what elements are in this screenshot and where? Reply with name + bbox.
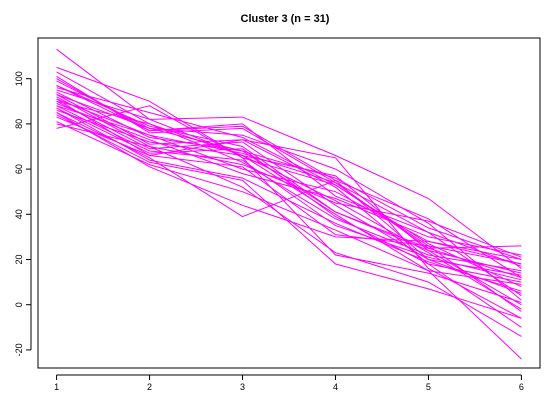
series-line-9 xyxy=(56,87,522,265)
x-tick-label: 1 xyxy=(54,382,59,392)
x-tick-label: 2 xyxy=(147,382,152,392)
y-tick-label: 80 xyxy=(14,119,24,129)
series-line-8 xyxy=(56,85,522,249)
series-line-2 xyxy=(56,66,522,288)
series-line-19 xyxy=(56,103,522,256)
series-line-13 xyxy=(56,94,522,306)
y-tick-label: 40 xyxy=(14,209,24,219)
y-tick-label: -20 xyxy=(14,343,24,356)
series-line-10 xyxy=(56,89,522,269)
series-line-30 xyxy=(56,123,522,337)
y-tick-label: 60 xyxy=(14,164,24,174)
x-tick-label: 4 xyxy=(333,382,338,392)
x-tick-label: 5 xyxy=(426,382,431,392)
series-line-3 xyxy=(56,71,522,274)
series-line-1 xyxy=(56,48,522,360)
x-tick-label: 6 xyxy=(519,382,524,392)
series-line-18 xyxy=(56,100,522,294)
series-line-31 xyxy=(56,105,522,303)
series-line-29 xyxy=(56,121,522,285)
series-line-28 xyxy=(56,116,522,312)
series-line-5 xyxy=(56,78,522,279)
series-line-21 xyxy=(56,105,522,265)
y-axis: -20 0 20 40 60 80 100 xyxy=(14,71,32,356)
y-tick-label: 0 xyxy=(14,302,24,307)
series-line-27 xyxy=(56,114,522,319)
chart-title: Cluster 3 (n = 31) xyxy=(241,13,330,25)
y-tick-label: 100 xyxy=(14,71,24,86)
series-line-17 xyxy=(56,100,522,272)
series-layer xyxy=(56,48,522,360)
plot-frame xyxy=(37,37,541,369)
x-axis: 1 2 3 4 5 6 xyxy=(54,374,524,392)
series-line-15 xyxy=(56,98,522,279)
x-tick-label: 3 xyxy=(240,382,245,392)
series-line-14 xyxy=(56,96,522,258)
series-line-20 xyxy=(56,105,522,281)
y-tick-label: 20 xyxy=(14,254,24,264)
series-line-22 xyxy=(56,107,522,328)
series-line-25 xyxy=(56,112,522,276)
